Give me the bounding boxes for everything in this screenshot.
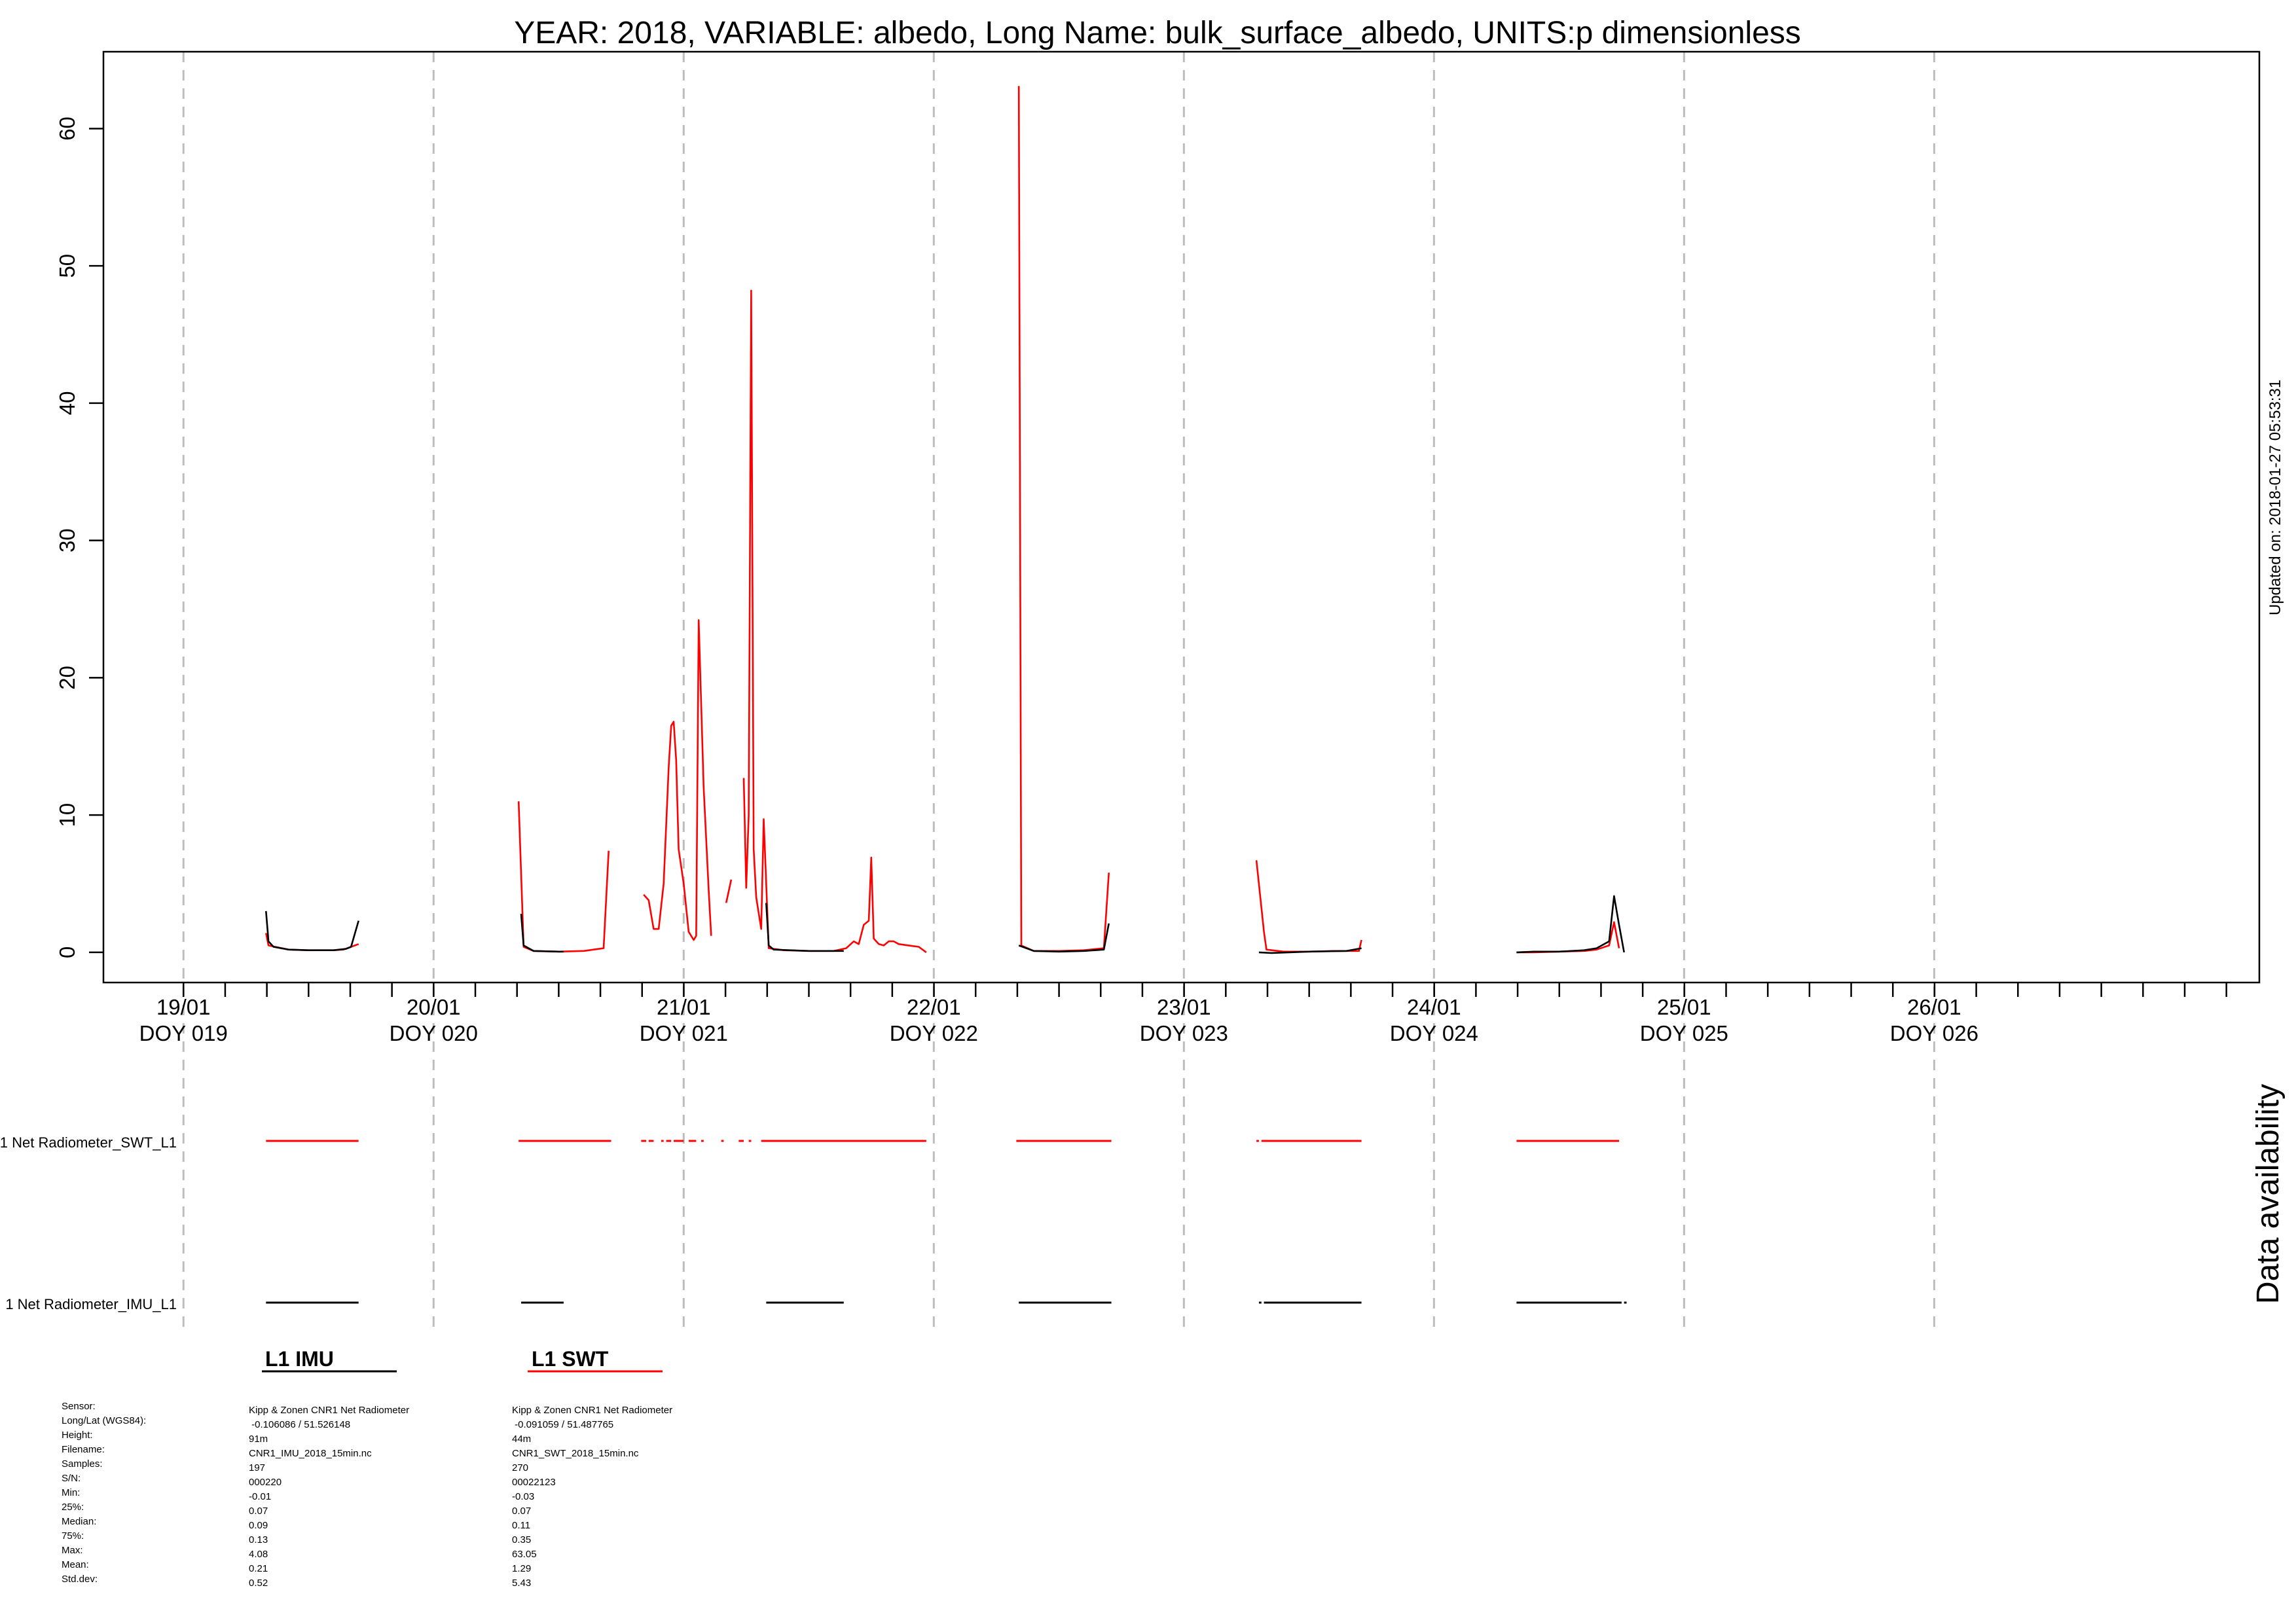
stats-swt-value-8: 0.11: [512, 1520, 531, 1531]
series-l1-swt-segment-2: [643, 619, 712, 941]
y-tick-label-20: 20: [55, 666, 79, 690]
plot-frame: [102, 50, 2261, 984]
data-availability-panel: 1 Net Radiometer_SWT_L1 1 Net Radiometer_…: [0, 1134, 1627, 1312]
stats-label-8: Median:: [62, 1516, 97, 1527]
series-l1-imu-segment-2: [765, 903, 844, 952]
legend-label-imu: L1 IMU: [265, 1347, 334, 1371]
stats-labels-column: Sensor: Long/Lat (WGS84): Height: Filename:…: [62, 1399, 146, 1587]
y-tick-label-10: 10: [55, 803, 79, 827]
series-l1-swt-segment-3: [725, 879, 733, 903]
x-tick-date-25: 25/01: [1657, 995, 1711, 1019]
stats-swt-value-12: 5.43: [512, 1578, 532, 1589]
series-lines: [265, 86, 1625, 954]
stats-imu-value-12: 0.52: [249, 1578, 268, 1589]
series-l1-swt-segment-1: [517, 801, 610, 953]
stats-label-10: Max:: [62, 1545, 83, 1556]
stats-imu-value-9: 0.13: [249, 1534, 268, 1545]
y-tick-label-50: 50: [55, 254, 79, 278]
x-tick-doy-22: DOY 022: [890, 1021, 978, 1045]
x-tick-date-24: 24/01: [1407, 995, 1461, 1019]
stats-label-3: Filename:: [62, 1444, 105, 1455]
series-l1-swt-segment-4: [742, 289, 927, 953]
stats-label-9: 75%:: [62, 1530, 84, 1542]
y-tick-label-30: 30: [55, 528, 79, 552]
series-l1-imu-segment-5: [1516, 895, 1625, 954]
stats-swt-value-1: -0.091059 / 51.487765: [512, 1419, 614, 1430]
series-l1-swt-segment-7: [1516, 921, 1620, 954]
x-tick-doy-23: DOY 023: [1140, 1021, 1228, 1045]
stats-swt-value-0: Kipp & Zonen CNR1 Net Radiometer: [512, 1405, 673, 1416]
x-tick-date-22: 22/01: [907, 995, 961, 1019]
stats-label-5: S/N:: [62, 1473, 81, 1484]
stats-imu-value-0: Kipp & Zonen CNR1 Net Radiometer: [249, 1405, 410, 1416]
y-tick-label-40: 40: [55, 391, 79, 416]
stats-label-4: Samples:: [62, 1458, 103, 1470]
stats-swt-value-4: 270: [512, 1462, 529, 1473]
x-tick-date-23: 23/01: [1157, 995, 1211, 1019]
stats-label-1: Long/Lat (WGS84):: [62, 1415, 147, 1426]
stats-swt-value-7: 0.07: [512, 1506, 532, 1517]
stats-swt-value-10: 63.05: [512, 1549, 537, 1560]
series-l1-swt-segment-5: [1017, 86, 1110, 952]
x-tick-doy-20: DOY 020: [390, 1021, 478, 1045]
availability-label-0: 1 Net Radiometer_SWT_L1: [0, 1134, 177, 1151]
stats-label-0: Sensor:: [62, 1401, 96, 1412]
stats-imu-value-7: 0.07: [249, 1506, 268, 1517]
series-l1-swt-segment-6: [1255, 860, 1362, 953]
y-tick-label-0: 0: [55, 947, 79, 958]
vertical-gridlines: [182, 52, 1935, 1332]
stats-imu-column: Kipp & Zonen CNR1 Net Radiometer -0.1060…: [249, 1403, 409, 1591]
legend-label-swt: L1 SWT: [532, 1347, 609, 1371]
availability-label-1: 1 Net Radiometer_IMU_L1: [5, 1296, 177, 1312]
stats-swt-value-9: 0.35: [512, 1534, 532, 1545]
stats-imu-value-3: CNR1_IMU_2018_15min.nc: [249, 1448, 372, 1459]
x-tick-date-19: 19/01: [156, 995, 211, 1019]
stats-swt-value-11: 1.29: [512, 1563, 532, 1574]
stats-swt-value-2: 44m: [512, 1434, 532, 1445]
stats-imu-value-5: 000220: [249, 1477, 282, 1488]
stats-swt-column: Kipp & Zonen CNR1 Net Radiometer -0.0910…: [512, 1403, 672, 1591]
x-tick-date-21: 21/01: [657, 995, 711, 1019]
stats-label-7: 25%:: [62, 1502, 84, 1513]
stats-imu-value-10: 4.08: [249, 1549, 268, 1560]
stats-imu-value-4: 197: [249, 1462, 266, 1473]
series-l1-imu-segment-3: [1018, 923, 1110, 953]
x-tick-doy-26: DOY 026: [1890, 1021, 1978, 1045]
series-l1-imu-segment-4: [1258, 947, 1362, 954]
stats-label-11: Mean:: [62, 1559, 89, 1570]
availability-title: Data availability: [2251, 1084, 2286, 1304]
x-tick-doy-25: DOY 025: [1640, 1021, 1728, 1045]
stats-imu-value-2: 91m: [249, 1434, 268, 1445]
stats-swt-value-3: CNR1_SWT_2018_15min.nc: [512, 1448, 639, 1459]
y-axis: 0 10 20 30 40 50 60: [55, 117, 103, 958]
stats-label-2: Height:: [62, 1430, 93, 1441]
stats-label-6: Min:: [62, 1487, 81, 1498]
series-l1-imu-segment-0: [265, 911, 359, 951]
x-tick-date-26: 26/01: [1907, 995, 1961, 1019]
stats-imu-value-1: -0.106086 / 51.526148: [249, 1419, 351, 1430]
stats-swt-value-6: -0.03: [512, 1491, 535, 1502]
stats-label-12: Std.dev:: [62, 1574, 98, 1585]
series-l1-imu-segment-1: [520, 913, 564, 953]
updated-on-note: Updated on: 2018-01-27 05:53:31: [2267, 380, 2284, 615]
x-tick-date-20: 20/01: [407, 995, 461, 1019]
x-tick-doy-21: DOY 021: [640, 1021, 728, 1045]
y-tick-label-60: 60: [55, 117, 79, 141]
stats-imu-value-11: 0.21: [249, 1563, 268, 1574]
x-tick-doy-19: DOY 019: [139, 1021, 228, 1045]
chart-title: YEAR: 2018, VARIABLE: albedo, Long Name:…: [514, 16, 1801, 50]
stats-imu-value-8: 0.09: [249, 1520, 268, 1531]
x-tick-doy-24: DOY 024: [1390, 1021, 1478, 1045]
stats-swt-value-5: 00022123: [512, 1477, 556, 1488]
stats-imu-value-6: -0.01: [249, 1491, 272, 1502]
